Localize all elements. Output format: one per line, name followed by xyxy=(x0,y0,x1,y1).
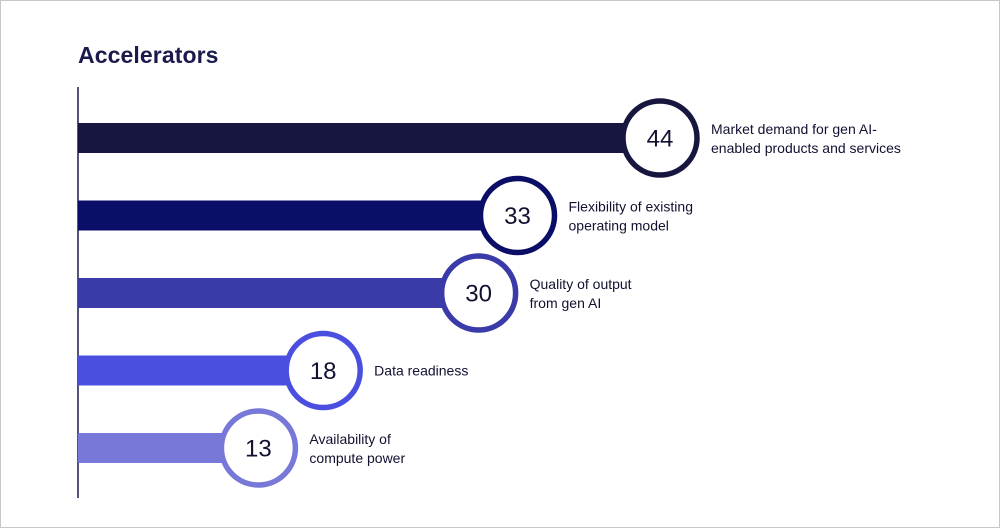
bar-group: 13 Availability of compute power xyxy=(78,408,405,488)
value-label: 44 xyxy=(647,126,674,153)
category-label: Flexibility of existing operating model xyxy=(569,199,694,234)
value-label: 13 xyxy=(245,436,272,463)
value-circle xyxy=(283,330,363,411)
bar xyxy=(78,355,324,386)
value-circle xyxy=(620,98,700,178)
value-label: 30 xyxy=(465,281,492,308)
category-label: Market demand for gen AI-enabled product… xyxy=(711,121,901,156)
value-circle xyxy=(438,253,519,333)
category-label: Availability of compute power xyxy=(309,431,405,466)
chart-title: Accelerators xyxy=(78,42,219,68)
category-label: Quality of output from gen AI xyxy=(530,276,632,311)
bar-group: 44 Market demand for gen AI-enabled produ… xyxy=(78,98,901,178)
category-label: Data readiness xyxy=(374,363,468,379)
value-circle xyxy=(218,408,299,488)
bar xyxy=(78,200,518,231)
bar-group: 33 Flexibility of existing operating model xyxy=(78,175,694,256)
value-label: 18 xyxy=(310,358,337,385)
bar-group: 18 Data readiness xyxy=(78,330,468,411)
bar xyxy=(78,123,660,153)
value-label: 33 xyxy=(504,203,531,230)
bar-group: 30 Quality of output from gen AI xyxy=(78,253,632,333)
bar xyxy=(78,278,479,308)
value-circle xyxy=(477,175,558,256)
